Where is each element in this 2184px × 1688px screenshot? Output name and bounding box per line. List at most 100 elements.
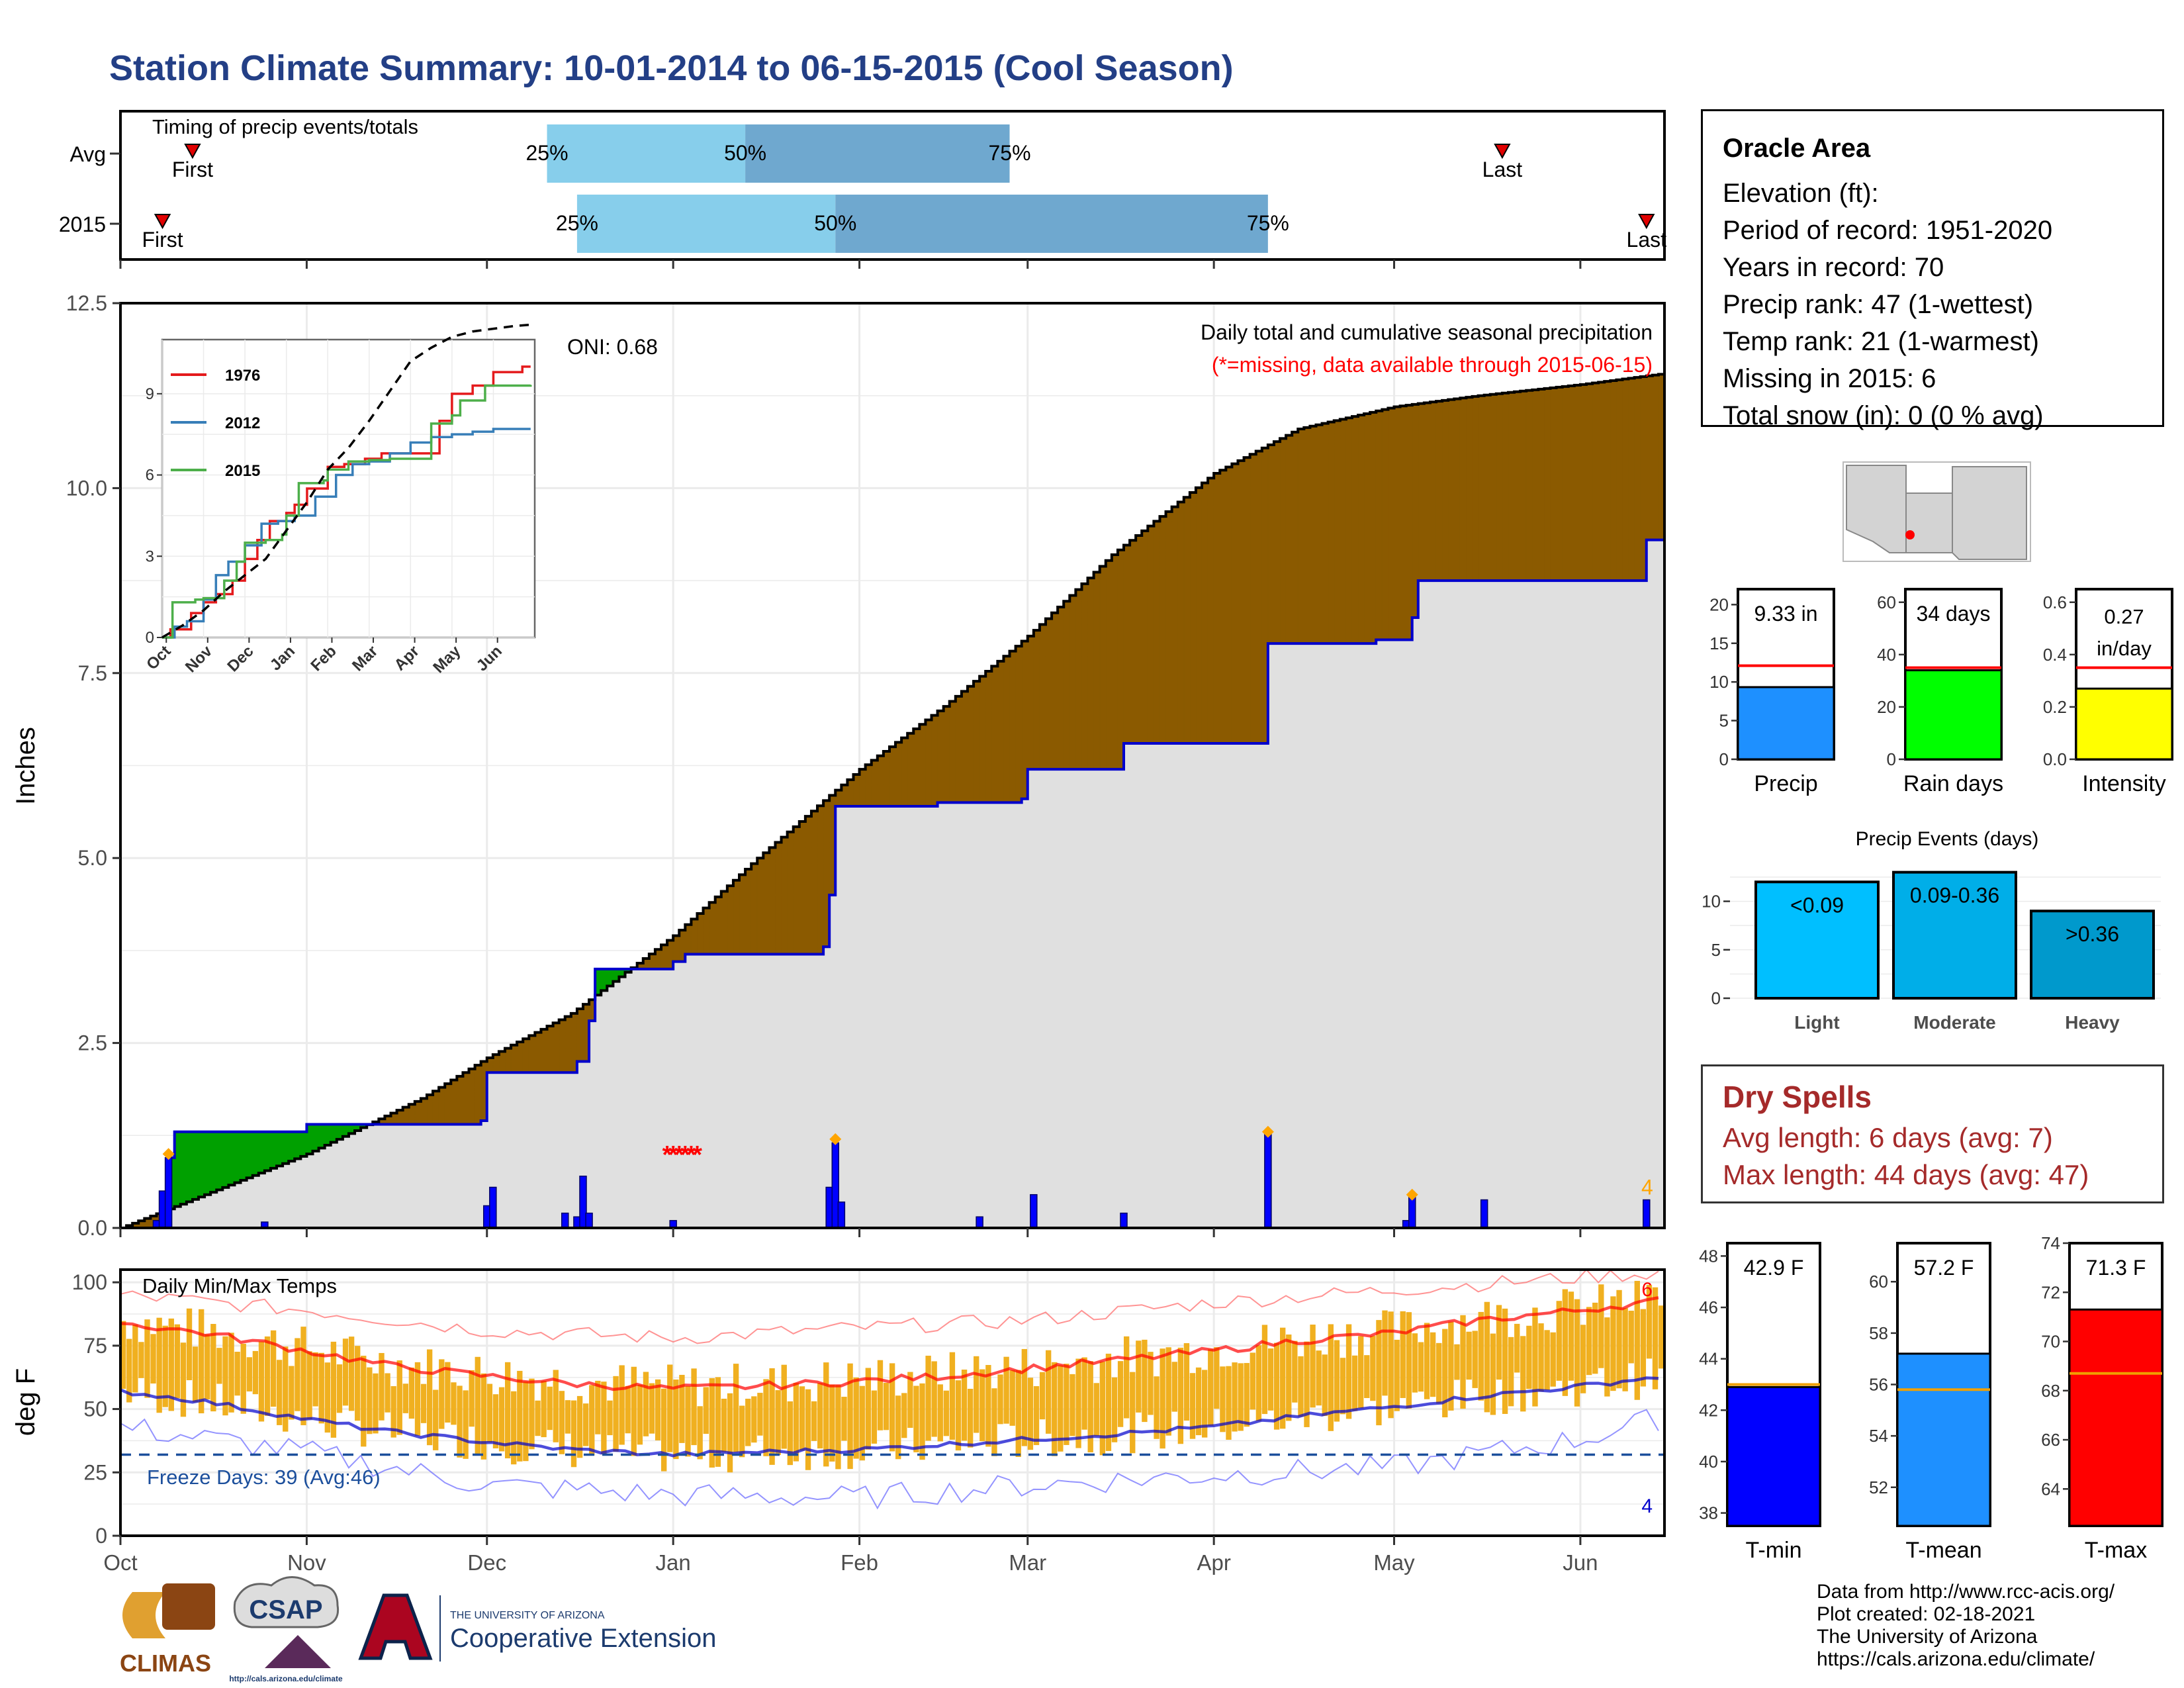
daily-temp-bar [246,1357,252,1392]
events-x-label: Moderate [1913,1012,1995,1033]
daily-temp-bar [216,1348,222,1384]
daily-temp-bar [1183,1343,1190,1421]
daily-temp-bar [385,1373,390,1413]
daily-temp-bar [529,1378,535,1450]
daily-temp-bar [727,1393,733,1473]
daily-temp-bar [1484,1301,1490,1413]
daily-temp-bar [1364,1355,1370,1398]
daily-temp-bar [120,1321,126,1389]
precip-y-tick-label: 0.0 [78,1216,107,1240]
daily-temp-bar [475,1356,480,1456]
precip-summary-y-tick-label: 0 [1887,749,1896,769]
csap-mountain-icon [265,1635,331,1668]
heavy-precip-marker [1261,1125,1274,1138]
precip-summary-y-tick-label: 5 [1719,711,1729,731]
daily-temp-bar [835,1385,841,1470]
daily-temp-bar [1267,1348,1274,1411]
precip-summary-y-tick-label: 0.6 [2043,592,2067,612]
daily-temp-bar [1052,1362,1058,1456]
temp-y-label: deg F [11,1368,40,1436]
temp-summary-y-tick-label: 74 [2041,1233,2060,1253]
inset-series-line [162,428,531,639]
daily-temp-bar [1039,1372,1046,1420]
daily-temp-bar [1514,1323,1520,1373]
daily-temp-bar [222,1336,228,1416]
temp-y-tick-label: 50 [83,1397,107,1421]
temp-summary-y-tick-label: 70 [2041,1332,2060,1352]
daily-temp-bar [300,1327,306,1426]
temp-summary-y-tick-label: 52 [1869,1477,1888,1497]
events-bar-label: 0.09-0.36 [1910,884,1999,908]
timing-percentile-label: 50% [724,141,766,165]
daily-temp-bar [541,1381,547,1438]
precip-summary-y-tick-label: 60 [1877,592,1896,612]
daily-temp-bar [919,1383,925,1460]
climatology-fill [120,539,1664,1228]
daily-temp-bar [883,1382,889,1430]
precip-summary-value-label: 9.33 in [1754,602,1817,626]
temp-frame [119,1268,1666,1537]
daily-temp-bar [1273,1342,1280,1430]
timing-first-label: First [142,228,183,252]
events-x-label: Heavy [2065,1012,2120,1033]
daily-temp-bar [997,1374,1003,1425]
daily-temp-bar [1466,1331,1472,1380]
daily-temp-bar [1406,1312,1412,1409]
timing-percentile-label: 50% [814,211,856,235]
temp-x-tick-label: Mar [1009,1550,1046,1575]
credit-line: Data from http://www.rcc-acis.org/ [1817,1581,2115,1603]
daily-temp-bar [991,1388,997,1456]
daily-temp-bar [1358,1336,1364,1409]
daily-temp-bar [961,1370,968,1441]
daily-temp-bar [576,1395,583,1458]
daily-temp-bar [486,1383,493,1443]
csap-cloud-icon [233,1576,340,1628]
inset-legend-label: 2012 [225,414,260,432]
daily-temp-bar [1280,1327,1286,1429]
daily-temp-bar [955,1380,962,1451]
daily-temp-bar [931,1361,937,1437]
events-bar-label: >0.36 [2066,922,2119,946]
daily-temp-bar [1598,1284,1604,1368]
daily-temp-bar [907,1372,913,1428]
missing-day-marker: * [662,1141,672,1169]
daily-temp-bar [985,1365,991,1447]
daily-temp-bar [1105,1353,1112,1451]
daily-temp-bar [811,1401,817,1441]
daily-temp-bar [763,1379,769,1456]
events-x-label: Light [1794,1012,1839,1033]
daily-temp-bar [787,1401,793,1466]
daily-temp-bar [1586,1307,1592,1376]
daily-temp-bar [1520,1336,1526,1412]
precip-summary-x-label: Rain days [1903,771,2003,796]
daily-temp-bar [1400,1311,1406,1398]
temp-summary-y-tick-label: 72 [2041,1282,2060,1302]
avg-max-line [120,1296,1659,1391]
temp-x-tick-label: Jan [656,1550,691,1575]
daily-temp-bar [1195,1367,1202,1436]
temp-x-tick-label: Dec [467,1550,506,1575]
daily-temp-bar [480,1373,487,1460]
daily-temp-bar [408,1367,415,1419]
temp-summary-y-tick-label: 48 [1699,1246,1718,1266]
daily-temp-bar [1165,1347,1171,1436]
events-bar [2030,910,2155,1000]
climas-logo-mark [122,1592,165,1638]
daily-temp-bar [1544,1330,1550,1390]
temp-summary-y-tick-label: 56 [1869,1375,1888,1395]
precip-summary-y-tick-label: 40 [1877,645,1896,665]
daily-temp-bar [258,1341,265,1422]
precip-summary-y-tick-label: 15 [1709,633,1729,653]
temp-summary-y-tick-label: 68 [2041,1381,2060,1401]
daily-temp-bar [1130,1372,1136,1454]
daily-precip-bar [1030,1194,1038,1229]
daily-temp-bar [715,1377,721,1467]
daily-temp-bar [264,1336,271,1416]
daily-temp-bar [234,1352,240,1396]
daily-temp-bar [1244,1363,1250,1427]
temp-x-tick-label: May [1373,1550,1415,1575]
daily-temp-bar [570,1400,577,1468]
daily-temp-bar [1064,1364,1069,1445]
dry-spells-max: Max length: 44 days (avg: 47) [1723,1159,2089,1190]
